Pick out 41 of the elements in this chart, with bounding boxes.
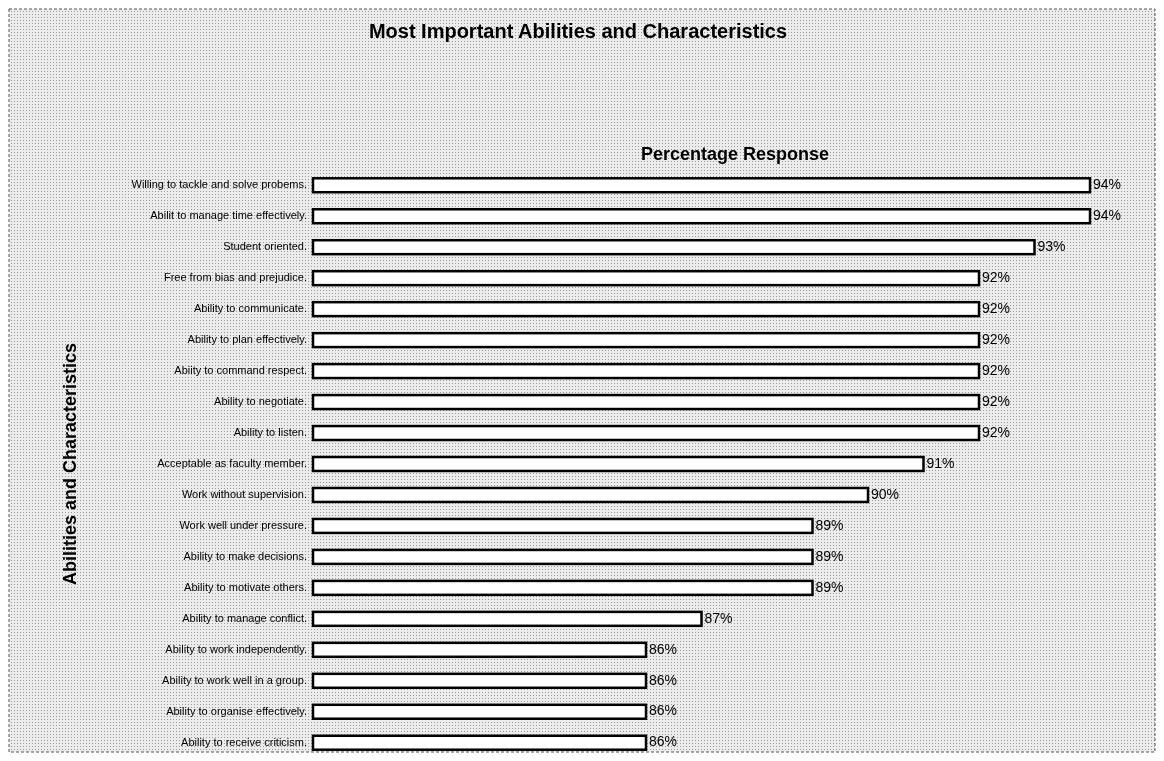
data-label: 92% [982,361,1011,378]
y-tick-label: Work without supervision. [181,487,307,500]
data-label: 90% [871,485,900,502]
y-tick-label: Ability to work well in a group. [162,673,307,686]
y-tick-label: Ability to plan effectively. [187,333,307,346]
data-label: 89% [815,578,844,595]
data-label: 92% [982,423,1011,440]
y-tick-label: Ability to receive criticism. [181,735,307,748]
y-tick-label: Ability to work independently. [165,642,307,655]
y-tick-label: Ability to communicate. [193,302,307,315]
data-label: 86% [649,733,678,750]
data-label: 86% [649,640,678,657]
y-tick-label: Ability to manage conflict. [182,611,307,624]
data-label: 86% [649,702,678,719]
y-tick-label: Student oriented. [223,240,307,253]
data-label: 86% [649,671,678,688]
y-tick-label: Work well under pressure. [179,518,307,531]
data-label: 92% [982,392,1011,409]
y-tick-label: Ability to organise effectively. [166,704,307,717]
y-tick-label: Ability to listen. [233,425,307,438]
data-label: 91% [926,454,955,471]
data-label: 87% [704,609,733,626]
y-tick-label: Willing to tackle and solve probems. [131,178,307,191]
chart-title: Most Important Abilities and Characteristics [368,20,788,42]
y-tick-label: Free from bias and prejudice. [163,271,307,284]
data-label: 94% [1093,175,1122,192]
y-axis-title: Abilities and Characteristics [60,342,80,586]
data-label: 92% [982,268,1011,285]
y-tick-label: Acceptable as faculty member. [157,456,307,469]
data-label: 94% [1093,206,1122,223]
data-label: 89% [815,516,844,533]
data-label: 92% [982,299,1011,316]
y-tick-label: Abilit to manage time effectively. [150,209,307,222]
y-tick-label: Abiity to command respect. [174,363,307,376]
y-tick-label: Ability to motivate others. [184,580,307,593]
data-label: 93% [1037,237,1066,254]
y-tick-label: Ability to make decisions. [183,549,307,562]
x-axis-title: Percentage Response [640,144,830,164]
y-tick-label: Ability to negotiate. [214,394,307,407]
data-label: 92% [982,330,1011,347]
data-label: 89% [815,547,844,564]
